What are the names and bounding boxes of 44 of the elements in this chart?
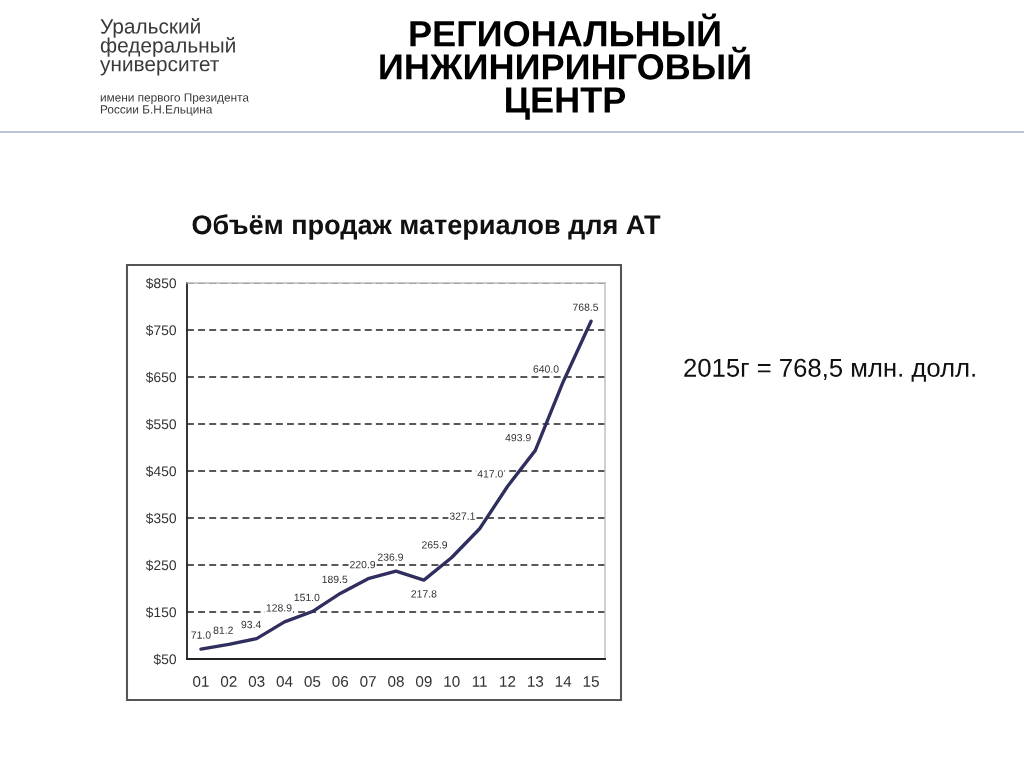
chart-title: РЕГИОНАЛЬНЫЙ ИНЖИНИРИНГОВЫЙ ЦЕНТР (380, 13, 750, 120)
chart-subtitle: Объём продаж материалов для АТ (192, 214, 661, 240)
x-tick-label: 15 (583, 676, 599, 687)
data-label: 265.9 (422, 541, 448, 549)
y-tick-label: $450 (145, 465, 177, 477)
x-tick-label: 10 (444, 676, 460, 687)
data-label: 189.5 (322, 575, 348, 584)
data-label: 217.8 (411, 590, 437, 598)
data-label: 640.0 (533, 365, 559, 373)
x-tick-label: 12 (500, 676, 516, 687)
data-label: 93.4 (241, 620, 261, 629)
x-tick-label: 01 (193, 676, 209, 687)
text: имени первого Президента России Б.Н.Ельцина (100, 93, 249, 116)
y-tick-label: $150 (145, 606, 177, 618)
data-label: 81.2 (213, 626, 233, 634)
data-label: 417.0 (477, 470, 503, 478)
text: Уральский федеральный университет (100, 18, 235, 76)
y-tick-label: $650 (145, 371, 177, 383)
data-label: 220.9 (350, 560, 376, 569)
data-label: 151.0 (294, 593, 320, 602)
x-tick-label: 03 (248, 676, 265, 687)
y-tick-label: $50 (153, 653, 177, 665)
data-label: 71.0 (191, 631, 211, 639)
x-tick-label: 14 (555, 676, 572, 687)
x-tick-label: 02 (220, 676, 237, 687)
x-tick-label: 09 (415, 676, 432, 687)
x-tick-label: 07 (360, 676, 376, 687)
x-tick-label: 04 (276, 676, 293, 687)
x-tick-label: 06 (332, 676, 349, 687)
x-tick-label: 11 (472, 676, 487, 687)
data-label: 768.5 (573, 303, 599, 311)
x-tick-label: 08 (388, 676, 404, 687)
x-tick-label: 05 (304, 676, 321, 687)
data-label: 327.1 (449, 512, 475, 520)
y-tick-label: $350 (145, 512, 177, 524)
data-label: 236.9 (377, 553, 403, 561)
y-tick-label: $750 (145, 324, 177, 336)
data-label: 493.9 (505, 433, 531, 442)
text: 2015г = 768,5 млн. долл. (684, 358, 975, 382)
x-tick-label: 13 (528, 676, 544, 687)
y-tick-label: $550 (145, 418, 177, 430)
data-label: 128.9 (266, 604, 292, 612)
y-tick-label: $850 (145, 277, 177, 289)
y-tick-label: $250 (145, 559, 177, 571)
